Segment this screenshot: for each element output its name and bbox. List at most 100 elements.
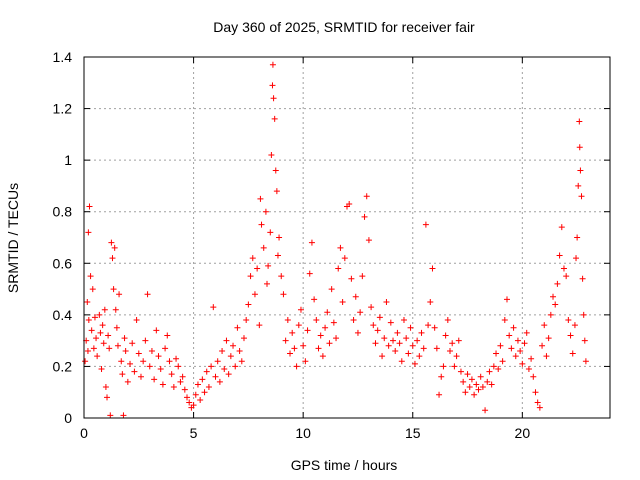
data-point [348, 275, 355, 282]
data-point [201, 389, 208, 396]
data-point [499, 358, 506, 365]
data-point [457, 368, 464, 375]
data-point [162, 345, 169, 352]
data-point [425, 322, 432, 329]
data-point [151, 376, 158, 383]
data-point [365, 237, 372, 244]
data-point [468, 376, 475, 383]
data-point [272, 167, 279, 174]
data-point [173, 355, 180, 362]
data-point [107, 412, 114, 419]
data-point [297, 306, 304, 313]
data-point [383, 298, 390, 305]
data-point [501, 317, 508, 324]
data-point [576, 144, 583, 151]
data-point [274, 252, 281, 259]
data-point [87, 273, 94, 280]
data-point [326, 340, 333, 347]
data-point [302, 358, 309, 365]
data-point [170, 384, 177, 391]
data-point [230, 342, 237, 349]
data-point [319, 353, 326, 360]
data-point [317, 332, 324, 339]
data-point [427, 298, 434, 305]
data-point [96, 311, 103, 318]
data-point [282, 337, 289, 344]
data-point [284, 317, 291, 324]
data-point [278, 273, 285, 280]
data-point [541, 322, 548, 329]
data-point [510, 324, 517, 331]
data-point [166, 358, 173, 365]
y-tick-label: 1.2 [53, 101, 73, 117]
data-point [411, 360, 418, 367]
data-point [249, 255, 256, 262]
data-point [269, 61, 276, 68]
data-point [473, 381, 480, 388]
data-point [545, 335, 552, 342]
data-point [482, 407, 489, 414]
x-tick-label: 5 [190, 425, 198, 441]
data-point [400, 317, 407, 324]
data-point [376, 314, 383, 321]
data-point [113, 324, 120, 331]
data-point [462, 389, 469, 396]
data-point [464, 371, 471, 378]
data-point [236, 347, 243, 354]
data-point [390, 337, 397, 344]
data-point [121, 335, 128, 342]
data-point [114, 342, 121, 349]
data-point [89, 286, 96, 293]
data-point [179, 373, 186, 380]
data-point [396, 340, 403, 347]
data-point [357, 309, 364, 316]
data-point [101, 306, 108, 313]
data-point [118, 358, 125, 365]
data-point [238, 358, 245, 365]
data-point [451, 363, 458, 370]
data-point [90, 345, 97, 352]
data-point [227, 353, 234, 360]
data-point [291, 345, 298, 352]
data-point [558, 224, 565, 231]
data-point [429, 265, 436, 272]
data-point [197, 396, 204, 403]
data-point [352, 293, 359, 300]
data-point [519, 360, 526, 367]
data-point [315, 345, 322, 352]
data-point [289, 329, 296, 336]
chart-title: Day 360 of 2025, SRMTID for receiver fai… [213, 19, 475, 35]
data-point [142, 337, 149, 344]
data-point [168, 371, 175, 378]
data-point [455, 337, 462, 344]
data-point [506, 332, 513, 339]
data-point [214, 358, 221, 365]
data-point [335, 265, 342, 272]
data-point [131, 368, 138, 375]
data-point [106, 345, 113, 352]
data-point [341, 255, 348, 262]
data-point [486, 368, 493, 375]
data-point [442, 332, 449, 339]
data-point [111, 244, 118, 251]
data-point [287, 350, 294, 357]
data-point [308, 239, 315, 246]
data-point [534, 399, 541, 406]
x-tick-label: 20 [515, 425, 531, 441]
data-point [392, 347, 399, 354]
data-point [503, 296, 510, 303]
data-point [94, 353, 101, 360]
data-point [528, 355, 535, 362]
data-point [270, 95, 277, 102]
data-point [120, 412, 127, 419]
data-point [359, 273, 366, 280]
data-point [97, 329, 104, 336]
data-point [260, 244, 267, 251]
data-point [571, 322, 578, 329]
data-point [234, 324, 241, 331]
data-point [245, 301, 252, 308]
data-point [313, 317, 320, 324]
data-point [254, 265, 261, 272]
data-point [122, 347, 129, 354]
